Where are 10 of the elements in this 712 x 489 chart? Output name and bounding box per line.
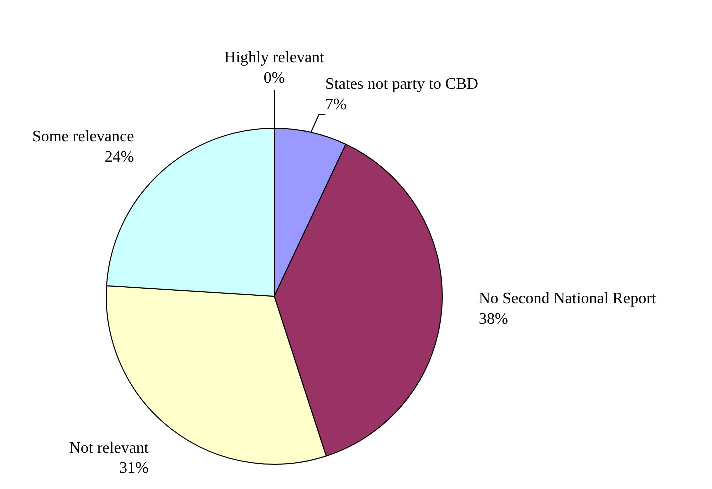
text: 0% — [264, 70, 286, 88]
slice-label: No Second National Report — [479, 290, 657, 308]
slice-label: Some relevance — [32, 128, 134, 146]
data-label: 7% — [326, 96, 347, 114]
data-label: 24% — [104, 148, 134, 166]
slice-label: States not party to CBD — [326, 76, 478, 94]
category-label: Highly relevant — [224, 50, 324, 67]
data-label: 38% — [479, 311, 508, 328]
slice-label: Not relevant — [69, 440, 150, 457]
data-label: 31% — [120, 460, 149, 478]
